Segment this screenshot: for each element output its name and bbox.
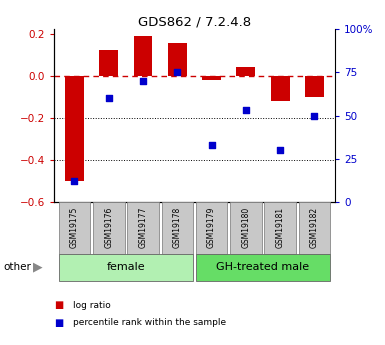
- Bar: [202, 76, 221, 80]
- Bar: [99, 50, 118, 76]
- Bar: [230, 202, 261, 254]
- Text: log ratio: log ratio: [73, 301, 111, 310]
- Bar: [59, 202, 90, 254]
- Text: other: other: [4, 263, 32, 272]
- Bar: [236, 67, 255, 76]
- Point: [140, 78, 146, 84]
- Text: GH-treated male: GH-treated male: [216, 263, 310, 272]
- Point: [209, 142, 215, 148]
- Title: GDS862 / 7.2.4.8: GDS862 / 7.2.4.8: [138, 15, 251, 28]
- Bar: [271, 76, 290, 101]
- Text: GSM19182: GSM19182: [310, 207, 319, 248]
- Bar: [59, 254, 193, 281]
- Bar: [264, 202, 296, 254]
- Point: [277, 147, 283, 153]
- Point: [71, 178, 77, 184]
- Bar: [93, 202, 124, 254]
- Point: [243, 108, 249, 113]
- Bar: [134, 36, 152, 76]
- Text: percentile rank within the sample: percentile rank within the sample: [73, 318, 226, 327]
- Text: GSM19179: GSM19179: [207, 207, 216, 248]
- Point: [174, 70, 180, 75]
- Text: GSM19175: GSM19175: [70, 207, 79, 248]
- Text: GSM19180: GSM19180: [241, 207, 250, 248]
- Bar: [196, 202, 227, 254]
- Bar: [127, 202, 159, 254]
- Point: [311, 113, 318, 118]
- Text: ▶: ▶: [33, 261, 42, 274]
- Bar: [65, 76, 84, 181]
- Text: GSM19181: GSM19181: [276, 207, 285, 248]
- Text: GSM19177: GSM19177: [139, 207, 147, 248]
- Point: [105, 96, 112, 101]
- Text: GSM19176: GSM19176: [104, 207, 113, 248]
- Bar: [162, 202, 193, 254]
- Bar: [196, 254, 330, 281]
- Bar: [168, 43, 187, 76]
- Text: GSM19178: GSM19178: [173, 207, 182, 248]
- Text: ■: ■: [54, 300, 63, 310]
- Text: female: female: [107, 263, 145, 272]
- Text: ■: ■: [54, 318, 63, 327]
- Bar: [305, 76, 324, 97]
- Bar: [299, 202, 330, 254]
